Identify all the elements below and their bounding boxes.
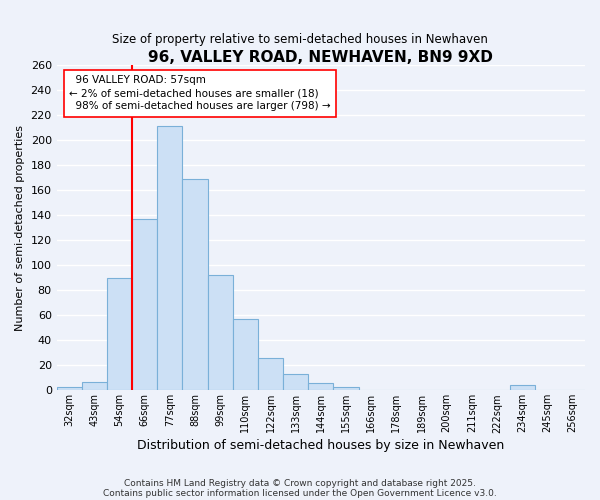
Bar xyxy=(157,126,182,390)
Bar xyxy=(107,278,132,390)
Bar xyxy=(308,383,334,390)
Bar xyxy=(509,386,535,390)
Bar xyxy=(334,386,359,390)
Bar xyxy=(56,386,82,390)
Title: 96, VALLEY ROAD, NEWHAVEN, BN9 9XD: 96, VALLEY ROAD, NEWHAVEN, BN9 9XD xyxy=(148,50,493,65)
Text: Contains public sector information licensed under the Open Government Licence v3: Contains public sector information licen… xyxy=(103,488,497,498)
Y-axis label: Number of semi-detached properties: Number of semi-detached properties xyxy=(15,124,25,330)
Text: Size of property relative to semi-detached houses in Newhaven: Size of property relative to semi-detach… xyxy=(112,32,488,46)
Bar xyxy=(208,275,233,390)
Bar xyxy=(258,358,283,390)
Bar xyxy=(132,219,157,390)
Bar xyxy=(182,179,208,390)
Text: Contains HM Land Registry data © Crown copyright and database right 2025.: Contains HM Land Registry data © Crown c… xyxy=(124,478,476,488)
Bar xyxy=(82,382,107,390)
Text: 96 VALLEY ROAD: 57sqm
← 2% of semi-detached houses are smaller (18)
  98% of sem: 96 VALLEY ROAD: 57sqm ← 2% of semi-detac… xyxy=(70,75,331,112)
X-axis label: Distribution of semi-detached houses by size in Newhaven: Distribution of semi-detached houses by … xyxy=(137,440,505,452)
Bar xyxy=(283,374,308,390)
Bar xyxy=(233,319,258,390)
